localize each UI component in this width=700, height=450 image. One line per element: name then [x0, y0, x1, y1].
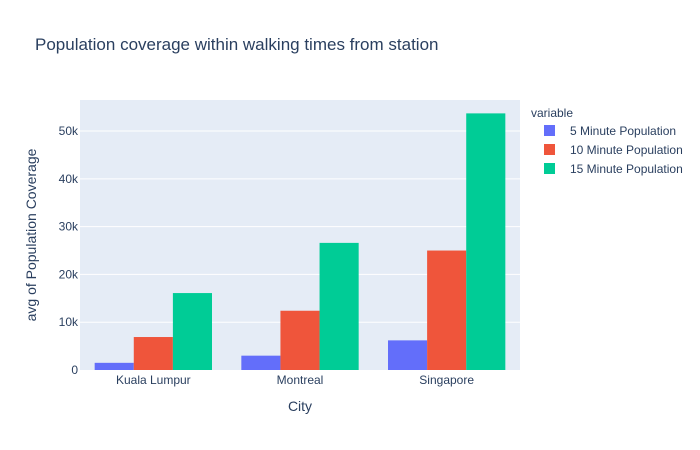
y-tick-label: 20k — [59, 267, 79, 281]
x-tick-label: Kuala Lumpur — [116, 373, 191, 387]
bars — [94, 113, 506, 371]
legend: variable 5 Minute Population 10 Minute Po… — [531, 106, 683, 176]
bar — [427, 250, 467, 370]
legend-swatch — [544, 144, 555, 155]
bar — [133, 337, 173, 370]
legend-entry: 5 Minute Population — [570, 124, 676, 138]
bar — [466, 113, 506, 371]
y-axis-title: avg of Population Coverage — [23, 148, 39, 321]
y-tick-label: 30k — [59, 220, 79, 234]
y-axis-ticks: 0 10k 20k 30k 40k 50k — [59, 124, 79, 377]
x-tick-label: Singapore — [419, 373, 474, 387]
legend-entry: 10 Minute Population — [570, 143, 683, 157]
bar — [388, 340, 428, 370]
chart-title: Population coverage within walking times… — [35, 35, 438, 54]
y-tick-label: 0 — [71, 363, 78, 377]
bar — [94, 362, 134, 370]
y-tick-label: 50k — [59, 124, 79, 138]
bar — [172, 293, 212, 370]
y-tick-label: 40k — [59, 172, 79, 186]
bar — [280, 310, 320, 370]
legend-swatch — [544, 163, 555, 174]
legend-title: variable — [531, 106, 573, 120]
x-axis-title: City — [288, 398, 312, 414]
bar — [319, 242, 359, 370]
legend-entry: 15 Minute Population — [570, 162, 683, 176]
x-tick-label: Montreal — [277, 373, 324, 387]
x-axis-ticks: Kuala Lumpur Montreal Singapore — [116, 373, 474, 387]
legend-swatch — [544, 125, 555, 136]
y-tick-label: 10k — [59, 315, 79, 329]
bar — [241, 355, 281, 370]
